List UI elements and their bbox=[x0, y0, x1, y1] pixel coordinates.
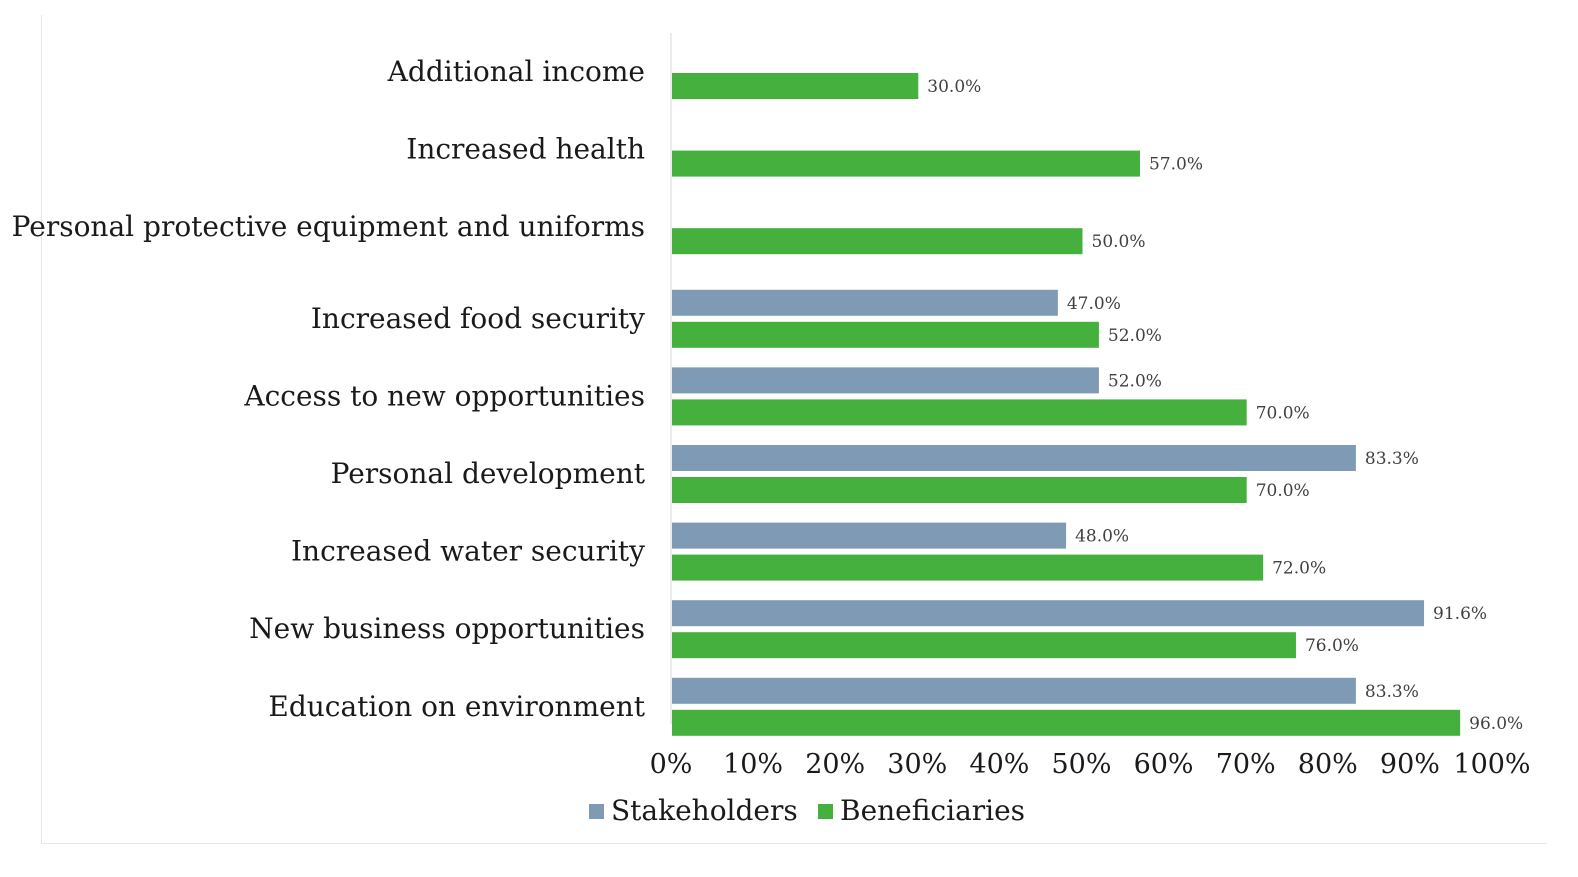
beneficiaries-data-label: 57.0% bbox=[1149, 155, 1203, 175]
category-label: Education on environment bbox=[268, 690, 645, 723]
beneficiaries-data-label: 96.0% bbox=[1469, 714, 1523, 734]
beneficiaries-bar bbox=[672, 477, 1247, 503]
beneficiaries-data-label: 52.0% bbox=[1108, 326, 1162, 346]
stakeholders-data-label: 48.0% bbox=[1075, 527, 1129, 547]
category-label: Personal protective equipment and unifor… bbox=[12, 210, 645, 243]
beneficiaries-bar bbox=[672, 150, 1140, 177]
x-tick-label: 70% bbox=[1216, 749, 1276, 780]
legend-swatch-stakeholders bbox=[589, 804, 604, 819]
x-tick-label: 10% bbox=[723, 749, 783, 780]
category-label: Personal development bbox=[331, 457, 646, 490]
category-label: Additional income bbox=[387, 55, 645, 88]
beneficiaries-data-label: 70.0% bbox=[1256, 403, 1310, 423]
beneficiaries-bar bbox=[672, 709, 1461, 736]
legend-label-beneficiaries: Beneficiaries bbox=[840, 794, 1025, 827]
stakeholders-data-label: 91.6% bbox=[1433, 604, 1487, 624]
beneficiaries-data-label: 72.0% bbox=[1272, 559, 1326, 579]
x-tick-label: 100% bbox=[1453, 749, 1530, 780]
stakeholders-data-label: 83.3% bbox=[1365, 682, 1419, 702]
beneficiaries-bar bbox=[672, 554, 1264, 581]
stakeholders-bar bbox=[672, 367, 1099, 394]
beneficiaries-data-label: 30.0% bbox=[927, 77, 981, 97]
stakeholders-bar bbox=[672, 289, 1058, 316]
stakeholders-data-label: 83.3% bbox=[1365, 449, 1419, 469]
x-tick-label: 90% bbox=[1380, 749, 1440, 780]
x-tick-label: 60% bbox=[1134, 749, 1194, 780]
stakeholders-bar bbox=[672, 445, 1356, 471]
chart-frame bbox=[41, 15, 1547, 844]
beneficiaries-bar bbox=[672, 321, 1099, 348]
category-label: Increased water security bbox=[291, 535, 645, 568]
stakeholders-bar bbox=[672, 522, 1067, 549]
x-tick-label: 40% bbox=[969, 749, 1029, 780]
beneficiaries-data-label: 70.0% bbox=[1256, 481, 1310, 501]
stakeholders-data-label: 47.0% bbox=[1067, 294, 1121, 314]
legend-swatch-beneficiaries bbox=[818, 804, 833, 819]
x-tick-label: 80% bbox=[1298, 749, 1358, 780]
stakeholders-bar bbox=[672, 677, 1356, 704]
stakeholders-data-label: 52.0% bbox=[1108, 371, 1162, 391]
category-label: New business opportunities bbox=[249, 612, 645, 645]
x-tick-label: 0% bbox=[650, 749, 693, 780]
stakeholders-bar bbox=[672, 600, 1425, 627]
beneficiaries-bar bbox=[672, 73, 919, 99]
x-tick-label: 30% bbox=[887, 749, 947, 780]
beneficiaries-data-label: 50.0% bbox=[1092, 232, 1146, 252]
category-label: Increased health bbox=[406, 133, 645, 166]
beneficiaries-data-label: 76.0% bbox=[1305, 636, 1359, 656]
beneficiaries-bar bbox=[672, 632, 1296, 659]
category-label: Increased food security bbox=[311, 302, 645, 335]
legend-label-stakeholders: Stakeholders bbox=[611, 794, 798, 827]
category-label: Access to new opportunities bbox=[243, 379, 645, 412]
beneficiaries-bar bbox=[672, 399, 1247, 426]
beneficiaries-bar bbox=[672, 228, 1083, 255]
x-tick-label: 50% bbox=[1051, 749, 1111, 780]
x-tick-label: 20% bbox=[805, 749, 865, 780]
